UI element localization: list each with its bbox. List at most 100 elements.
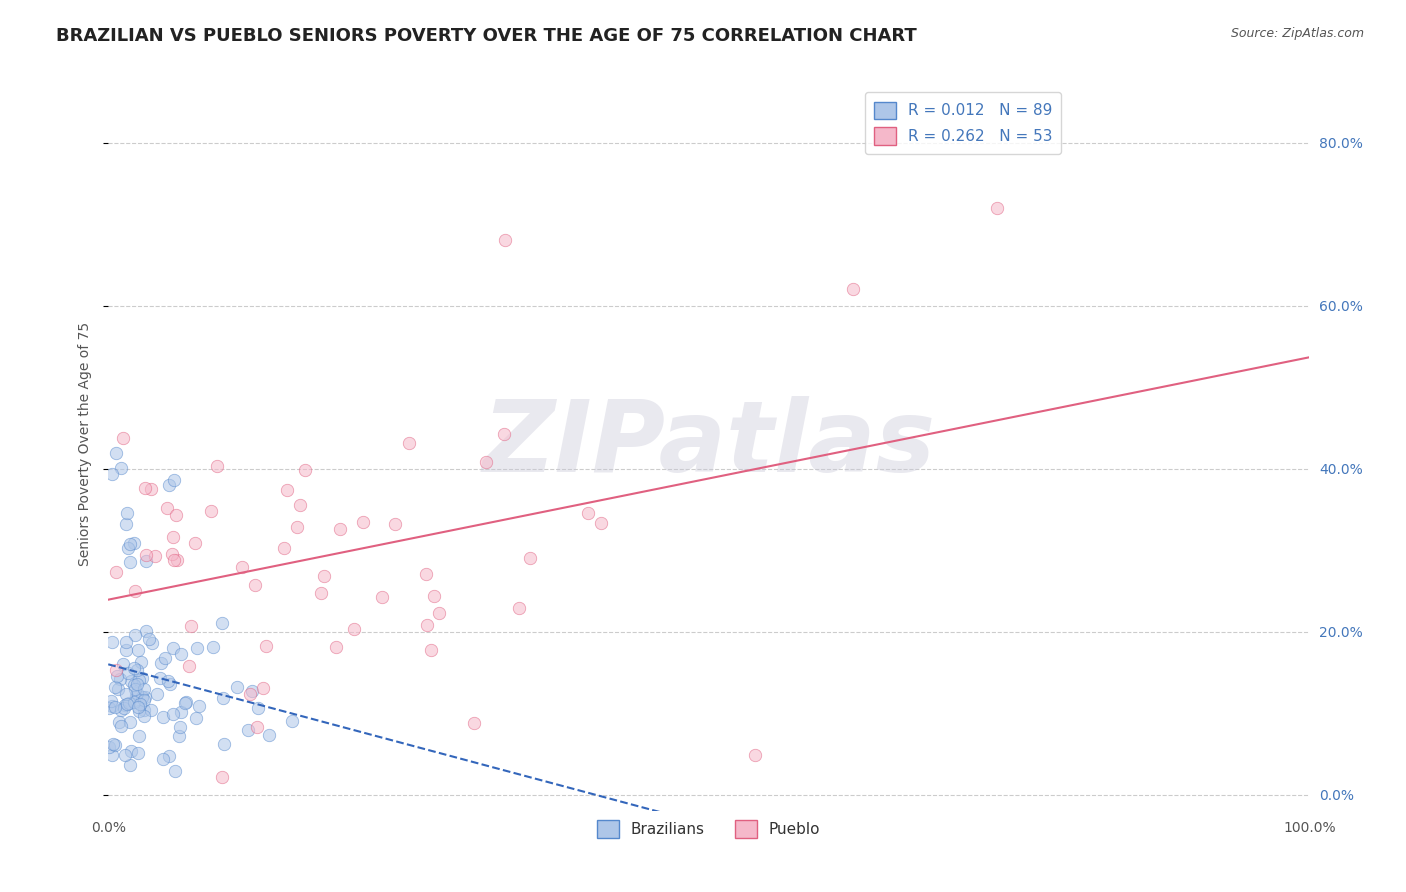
Point: [129, 655, 152, 669]
Point: [141, 702, 163, 716]
Point: [120, 757, 142, 772]
Point: [115, 687, 138, 701]
Point: [423, 590, 446, 604]
Point: [475, 455, 498, 469]
Point: [398, 436, 420, 450]
Point: [384, 516, 406, 531]
Point: [125, 676, 148, 690]
Point: [494, 234, 516, 248]
Point: [129, 697, 152, 711]
Point: [200, 504, 222, 518]
Point: [112, 701, 135, 715]
Point: [211, 770, 233, 784]
Text: BRAZILIAN VS PUEBLO SENIORS POVERTY OVER THE AGE OF 75 CORRELATION CHART: BRAZILIAN VS PUEBLO SENIORS POVERTY OVER…: [56, 27, 917, 45]
Point: [100, 694, 122, 708]
Point: [343, 623, 366, 637]
Point: [183, 536, 205, 550]
Point: [115, 517, 138, 532]
Point: [107, 681, 129, 696]
Point: [463, 716, 485, 731]
Point: [104, 699, 127, 714]
Point: [128, 729, 150, 743]
Point: [124, 628, 146, 642]
Point: [177, 658, 200, 673]
Point: [186, 640, 208, 655]
Legend: Brazilians, Pueblo: Brazilians, Pueblo: [591, 814, 827, 844]
Point: [156, 673, 179, 688]
Point: [225, 680, 247, 694]
Point: [101, 747, 124, 762]
Point: [127, 643, 149, 657]
Point: [276, 483, 298, 497]
Point: [180, 619, 202, 633]
Point: [236, 723, 259, 738]
Point: [131, 690, 153, 705]
Point: [259, 728, 281, 742]
Point: [118, 696, 141, 710]
Point: [120, 744, 142, 758]
Point: [231, 560, 253, 574]
Point: [280, 714, 302, 729]
Point: [124, 535, 146, 549]
Point: [246, 720, 269, 734]
Point: [325, 640, 347, 655]
Point: [141, 636, 163, 650]
Point: [239, 687, 262, 701]
Point: [273, 541, 295, 556]
Point: [311, 586, 333, 600]
Point: [105, 663, 128, 677]
Point: [134, 690, 156, 704]
Point: [122, 694, 145, 708]
Point: [162, 530, 184, 544]
Point: [166, 553, 188, 567]
Point: [122, 661, 145, 675]
Point: [132, 693, 155, 707]
Point: [163, 473, 186, 487]
Point: [246, 701, 269, 715]
Point: [157, 477, 180, 491]
Point: [205, 458, 228, 473]
Point: [167, 729, 190, 743]
Text: ZIPatlas: ZIPatlas: [482, 396, 935, 492]
Point: [108, 673, 131, 687]
Point: [135, 548, 157, 562]
Point: [101, 635, 124, 649]
Point: [125, 689, 148, 703]
Point: [120, 714, 142, 729]
Point: [169, 648, 191, 662]
Point: [110, 703, 132, 717]
Point: [104, 738, 127, 752]
Point: [254, 639, 277, 653]
Point: [288, 499, 311, 513]
Point: [212, 737, 235, 751]
Point: [120, 673, 142, 688]
Point: [100, 698, 122, 713]
Point: [132, 681, 155, 696]
Point: [415, 567, 437, 582]
Point: [420, 643, 443, 657]
Point: [145, 687, 167, 701]
Point: [986, 201, 1008, 215]
Point: [98, 700, 121, 714]
Point: [98, 740, 121, 755]
Point: [117, 506, 139, 520]
Point: [101, 737, 124, 751]
Point: [285, 520, 308, 534]
Point: [150, 656, 173, 670]
Point: [156, 500, 179, 515]
Point: [135, 624, 157, 638]
Point: [152, 752, 174, 766]
Point: [124, 584, 146, 599]
Point: [108, 714, 131, 729]
Point: [169, 720, 191, 734]
Point: [508, 601, 530, 615]
Point: [105, 565, 128, 579]
Point: [492, 426, 515, 441]
Point: [157, 748, 180, 763]
Point: [155, 651, 177, 665]
Point: [416, 618, 439, 632]
Point: [138, 632, 160, 647]
Point: [110, 719, 132, 733]
Point: [112, 431, 135, 445]
Point: [132, 709, 155, 723]
